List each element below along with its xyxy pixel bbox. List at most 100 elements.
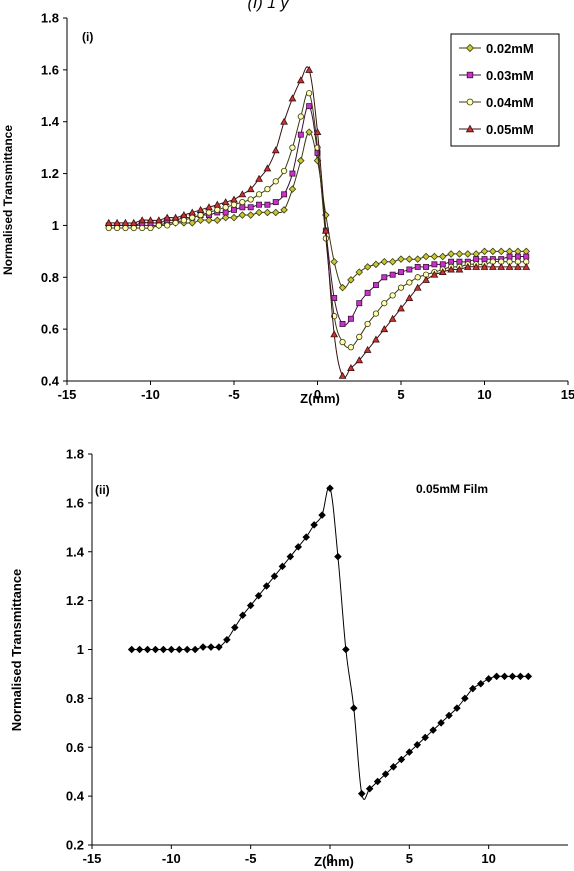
- chart-i-data-point: [313, 128, 322, 136]
- legend-label: 0.05mM: [486, 122, 534, 137]
- chart-i-xtick-label: 15: [561, 387, 574, 402]
- chart-i-data-point: [356, 300, 363, 307]
- chart-i-data-point: [439, 261, 446, 268]
- chart-i-data-point: [164, 222, 171, 229]
- chart-i-data-point: [422, 252, 430, 261]
- chart-i-data-point: [305, 128, 313, 136]
- chart-i-data-point: [289, 144, 296, 151]
- chart-ii-data-point: [310, 521, 318, 529]
- chart-ii-xtick-label: 0: [326, 851, 333, 866]
- chart-i-data-point: [288, 94, 297, 102]
- chart-i-data-point: [288, 185, 297, 193]
- chart-ii-data-point: [342, 645, 350, 654]
- chart-i-data-point: [205, 216, 213, 225]
- chart-i-xtick-label: 0: [314, 387, 321, 402]
- chart-i-data-point: [230, 195, 238, 203]
- chart-i-data-point: [196, 216, 205, 225]
- chart-i-data-point: [372, 282, 379, 289]
- chart-i-data-point: [180, 217, 188, 224]
- chart-ii-data-point: [215, 643, 223, 651]
- chart-i-data-point: [397, 304, 405, 312]
- chart-i-data-point: [196, 205, 205, 213]
- chart-i-data-point: [130, 224, 137, 232]
- chart-i-data-point: [138, 216, 147, 224]
- chart-i-data-point: [214, 206, 221, 213]
- chart-i-data-point: [355, 356, 364, 364]
- chart-ii-data-point: [357, 789, 366, 798]
- chart-i-data-point: [347, 344, 355, 351]
- chart-i-data-point: [239, 204, 246, 211]
- chart-i-data-point: [455, 250, 464, 258]
- chart-ii-data-point: [231, 623, 239, 632]
- chart-i-data-point: [121, 218, 130, 226]
- chart-i-data-point: [372, 335, 380, 343]
- chart-ii-data-point: [484, 675, 493, 683]
- chart-ii-data-point: [286, 552, 295, 561]
- chart-ii-data-point: [516, 672, 525, 681]
- chart-i-data-point: [263, 208, 272, 217]
- chart-i-data-point: [264, 186, 271, 193]
- legend-label: 0.03mM: [486, 68, 534, 83]
- chart-ii-data-point: [365, 785, 374, 793]
- chart-i-data-point: [397, 255, 405, 263]
- chart-i-data-point: [272, 199, 279, 206]
- chart-ii-xtick-label: 10: [481, 851, 495, 866]
- chart-i-data-point: [230, 213, 238, 222]
- chart-i-data-point: [205, 209, 213, 216]
- chart-ii-x-label: Z(mm): [314, 854, 354, 869]
- chart-i-data-point: [280, 117, 288, 125]
- chart-i-data-point: [239, 198, 246, 206]
- legend-item: 0.03mM: [459, 68, 534, 83]
- chart-ii-data-point: [429, 726, 437, 734]
- chart-i-data-point: [473, 256, 480, 263]
- chart-i-data-point: [347, 364, 355, 371]
- chart-i-data-point: [113, 218, 121, 226]
- legend-marker: [465, 43, 475, 53]
- chart-ii: 0.2 0.4 0.6 0.8 1 1.2 1.4 1.6 1.8 -15 -10 -5 0 5 10 (…: [9, 447, 568, 869]
- legend-item: 0.05mM: [459, 122, 534, 137]
- chart-i-data-point: [431, 261, 438, 268]
- chart-i-data-point: [448, 258, 455, 265]
- chart-i-series-line: [108, 66, 527, 379]
- chart-i-data-point: [414, 274, 421, 281]
- chart-i-data-point: [464, 250, 472, 258]
- chart-i-data-point: [438, 252, 447, 261]
- chart-ii-y-label: Normalised Transmittance: [9, 569, 24, 732]
- chart-i-data-point: [213, 200, 222, 208]
- chart-i-data-point: [355, 268, 364, 276]
- chart-i-data-point: [388, 257, 397, 266]
- chart-i-data-point: [447, 265, 455, 273]
- chart-i-data-point: [413, 255, 422, 263]
- chart-ii-data-point: [381, 770, 390, 778]
- chart-ii-data-point: [175, 645, 184, 654]
- chart-ii-data-point: [492, 672, 501, 681]
- chart-i-data-point: [489, 247, 497, 256]
- chart-i-data-point: [405, 294, 414, 301]
- chart-i-data-point: [423, 263, 430, 270]
- chart-i-data-point: [455, 265, 464, 273]
- chart-ii-data-point: [278, 562, 287, 571]
- chart-i-data-point: [406, 279, 413, 286]
- chart-i-data-point: [297, 131, 304, 138]
- chart-ii-data-point: [294, 543, 303, 551]
- chart-i-data-point: [105, 224, 112, 232]
- chart-i-data-point: [238, 211, 247, 219]
- chart-ii-xtick-label: -15: [83, 851, 102, 866]
- chart-i-data-point: [414, 263, 421, 270]
- legend-label: 0.02mM: [486, 41, 534, 56]
- chart-ii-panel-label: (ii): [95, 483, 110, 497]
- chart-i-data-point: [213, 216, 222, 225]
- chart-i-data-point: [523, 253, 530, 260]
- chart-ii-ytick-label: 1.8: [66, 447, 84, 462]
- legend-marker: [466, 98, 474, 106]
- chart-i-data-point: [397, 284, 405, 291]
- chart-i-data-point: [264, 201, 271, 208]
- chart-ii-series-1: [127, 484, 533, 800]
- chart-ii-ytick-label: 1: [77, 642, 84, 657]
- chart-i-data-point: [347, 276, 355, 284]
- legend-item: 0.04mM: [459, 95, 534, 110]
- chart-i-data-point: [180, 211, 188, 219]
- chart-i-series-3: [105, 90, 530, 351]
- chart-i-data-point: [163, 213, 172, 221]
- chart-i-data-point: [129, 218, 138, 226]
